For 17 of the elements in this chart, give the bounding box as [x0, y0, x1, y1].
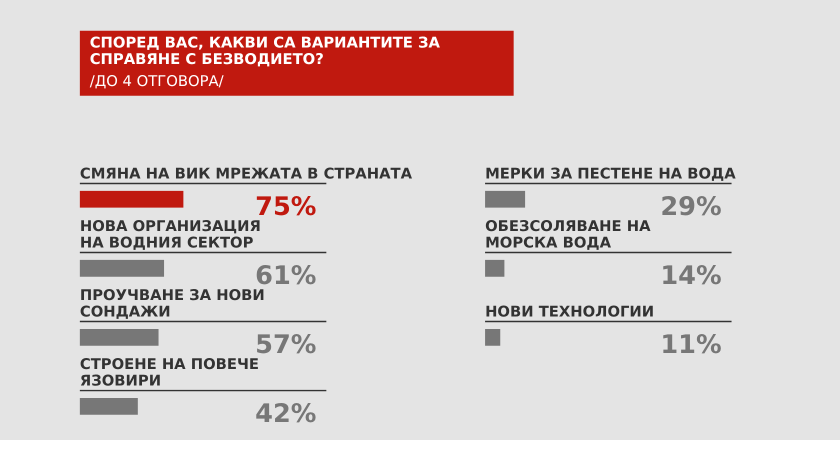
bar — [80, 190, 184, 208]
data-label: 29% — [660, 192, 722, 222]
y-tick-label: ПРОУЧВАНЕ ЗА НОВИ СОНДАЖИ — [80, 286, 265, 321]
data-label: 42% — [255, 399, 316, 430]
data-label: 11% — [660, 330, 722, 360]
bar — [80, 398, 138, 415]
data-label: 14% — [660, 261, 722, 292]
bar — [80, 328, 159, 346]
y-tick-label: НОВА ОРГАНИЗАЦИЯ НА ВОДНИЯ СЕКТОР — [80, 218, 261, 252]
y-tick-label: СМЯНА НА ВИК МРЕЖАТА В СТРАНАТА — [80, 166, 413, 183]
text: СПОРЕД ВАС, КАКВИ СА ВАРИАНТИТЕ ЗА СПРАВЯНЕ С БЕЗВОДИЕТО? — [90, 34, 441, 68]
y-tick-label: НОВИ ТЕХНОЛОГИИ — [485, 304, 654, 321]
y-tick-label: СТРОЕНЕ НА ПОВЕЧЕ ЯЗОВИРИ — [80, 356, 260, 390]
bar — [80, 260, 164, 277]
y-tick-label: ОБЕЗСОЛЯВАНЕ НА МОРСКА ВОДА — [485, 218, 652, 252]
chart-subtitle: /ДО 4 ОТГОВОРА/ — [90, 72, 224, 90]
y-tick-label: МЕРКИ ЗА ПЕСТЕНЕ НА ВОДА — [485, 166, 736, 183]
